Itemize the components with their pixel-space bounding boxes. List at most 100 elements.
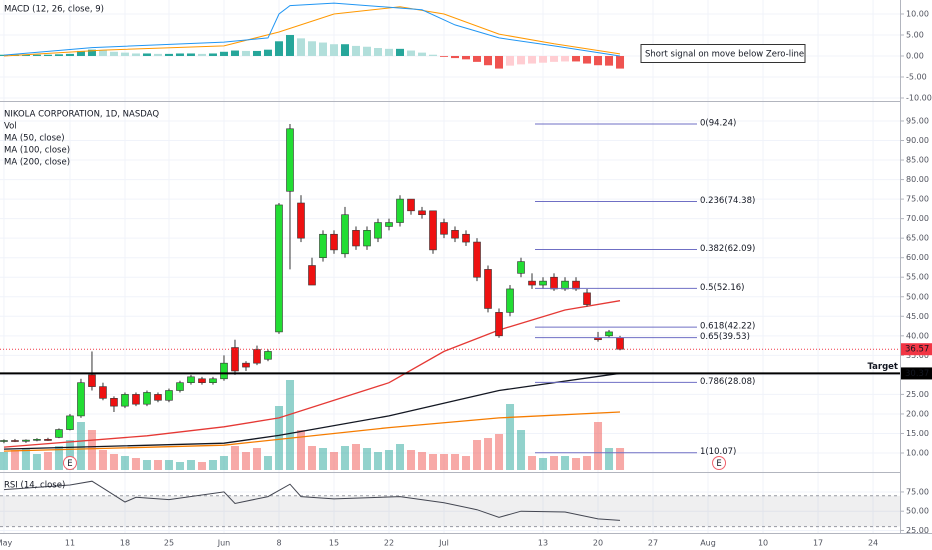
annotation-box bbox=[640, 44, 806, 63]
volume-bar bbox=[186, 460, 195, 470]
candle-body bbox=[429, 210, 437, 251]
candle-body bbox=[66, 415, 74, 430]
volume-bar bbox=[550, 456, 559, 470]
y-tick-label: 95.00 bbox=[906, 116, 929, 125]
candle-body bbox=[495, 312, 503, 337]
y-tick-label: 20.00 bbox=[906, 409, 929, 418]
y-tick-label: 25.00 bbox=[906, 526, 929, 535]
earnings-label: E bbox=[716, 459, 721, 469]
histogram-bar bbox=[98, 50, 107, 56]
candle-body bbox=[528, 280, 536, 286]
x-tick-label: 10 bbox=[758, 539, 768, 548]
histogram-bar bbox=[583, 55, 592, 64]
candle-body bbox=[451, 230, 459, 239]
x-tick-label: 22 bbox=[384, 539, 394, 548]
y-tick-label: 65.00 bbox=[906, 234, 929, 243]
volume-bar bbox=[484, 438, 493, 470]
histogram-bar bbox=[296, 38, 305, 56]
histogram-bar bbox=[451, 55, 460, 59]
volume-bar bbox=[0, 452, 8, 470]
histogram-bar bbox=[616, 55, 625, 69]
volume-bar bbox=[340, 446, 349, 470]
candle-body bbox=[418, 210, 426, 216]
price-tag-label: 36.57 bbox=[905, 345, 929, 355]
moving-average bbox=[3, 411, 621, 452]
x-tick-label: 17 bbox=[813, 539, 823, 548]
candle-body bbox=[550, 276, 558, 290]
x-tick-label: 27 bbox=[648, 539, 658, 548]
volume-bar bbox=[329, 452, 338, 470]
histogram-bar bbox=[76, 50, 85, 56]
volume-bar bbox=[175, 462, 184, 470]
legend-entry: MA (50, close) bbox=[4, 134, 65, 144]
fib-label: 1(10.07) bbox=[700, 447, 736, 457]
labels: MACD (12, 26, close, 9) NIKOLA CORPORATI… bbox=[4, 5, 806, 491]
volume-bar bbox=[440, 454, 449, 470]
candle-body bbox=[0, 440, 8, 442]
volume-bar bbox=[54, 446, 63, 470]
histogram-bar bbox=[605, 55, 614, 66]
candle-body bbox=[539, 280, 547, 286]
y-tick-label: 10.00 bbox=[906, 449, 929, 458]
histogram-bar bbox=[285, 34, 294, 56]
candle-body bbox=[231, 347, 239, 372]
histogram-bar bbox=[506, 55, 515, 66]
volume-bar bbox=[495, 434, 504, 470]
y-tick-label: 5.00 bbox=[906, 30, 924, 39]
fib-label: 0.382(62.09) bbox=[700, 244, 755, 254]
x-tick-label: 13 bbox=[538, 539, 548, 548]
histogram-bar bbox=[175, 53, 184, 56]
volume-bar bbox=[561, 456, 570, 470]
histogram-bar bbox=[120, 52, 129, 56]
histogram-bar bbox=[340, 44, 349, 56]
candle-body bbox=[176, 382, 184, 391]
candle-body bbox=[110, 398, 118, 407]
candle-body bbox=[319, 233, 327, 258]
candle-body bbox=[209, 378, 217, 383]
volume-bar bbox=[473, 440, 482, 470]
volume-bar bbox=[241, 452, 250, 470]
earnings-marker bbox=[62, 456, 77, 470]
histogram-bar bbox=[54, 54, 63, 56]
histogram-bar bbox=[142, 53, 151, 56]
volume-bar bbox=[142, 460, 151, 470]
x-tick-label: Jul bbox=[438, 539, 449, 548]
x-tick-label: 8 bbox=[276, 539, 281, 548]
volume-bar bbox=[21, 448, 30, 470]
candle-body bbox=[154, 394, 162, 401]
candle-body bbox=[121, 394, 129, 407]
moving-average bbox=[3, 372, 621, 450]
candle-body bbox=[99, 386, 107, 399]
target-label: Target bbox=[867, 362, 898, 372]
x-tick-label: 15 bbox=[329, 539, 339, 548]
rsi-title: RSI (14, close) bbox=[4, 481, 65, 491]
volume-bar bbox=[418, 452, 427, 470]
histogram-bar bbox=[407, 50, 416, 56]
volume-bar bbox=[208, 460, 217, 470]
candle-body bbox=[308, 265, 316, 286]
y-tick-label: 80.00 bbox=[906, 175, 929, 184]
histogram-bar bbox=[274, 41, 283, 56]
histogram-bar bbox=[87, 49, 96, 56]
x-tick-label: May bbox=[0, 539, 12, 548]
histogram-bar bbox=[65, 53, 74, 56]
histogram-bar bbox=[131, 53, 140, 56]
y-tick-label: 55.00 bbox=[906, 273, 929, 282]
histogram-bar bbox=[307, 41, 316, 56]
moving-average bbox=[3, 300, 621, 448]
x-tick-label: Jun bbox=[217, 539, 231, 548]
histogram-bar bbox=[495, 55, 504, 69]
volume-bar bbox=[76, 422, 85, 470]
y-tick-label: 85.00 bbox=[906, 156, 929, 165]
volume-bar bbox=[517, 430, 526, 470]
y-tick-label: 50.00 bbox=[906, 292, 929, 301]
rsi-line bbox=[3, 480, 621, 521]
candle-body bbox=[561, 280, 569, 290]
volume-bar bbox=[32, 454, 41, 470]
volume-bar bbox=[43, 452, 52, 470]
candle-body bbox=[517, 261, 525, 274]
volume-bar bbox=[396, 444, 404, 470]
annotation: Short signal on move below Zero-line bbox=[645, 50, 804, 60]
histogram-bar bbox=[329, 44, 338, 56]
